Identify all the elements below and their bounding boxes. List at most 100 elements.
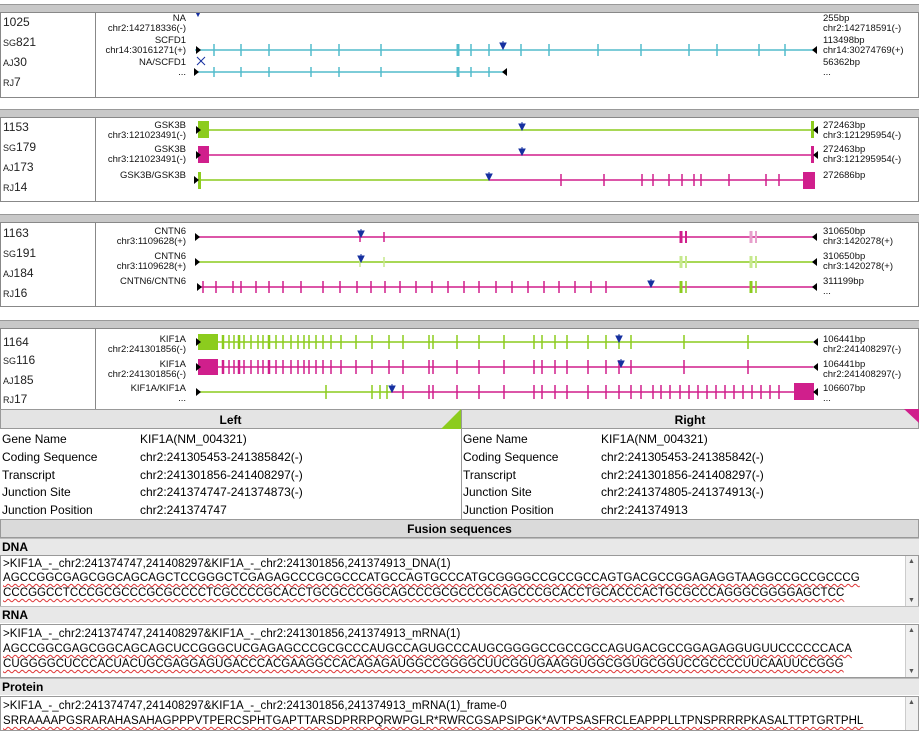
track-end-label: chr2:241408297(-) <box>823 369 902 380</box>
track-end-label: chr14:30274769(+) <box>823 45 904 56</box>
track-length-label: 106441bp <box>823 359 866 370</box>
panel-id-column: 1163 SG191 AJ184 RJ16 <box>1 223 96 306</box>
junction-arrow-icon <box>357 229 365 239</box>
sg-count: SG821 <box>3 35 37 49</box>
junction-arrow-icon <box>518 147 526 157</box>
right-column-header: Right <box>461 409 919 429</box>
track-gene-label: KIF1A <box>159 359 186 370</box>
rna-section-label: RNA <box>0 606 919 623</box>
protein-scrollbar[interactable]: ▲ <box>905 697 918 730</box>
dna-fasta-header: >KIF1A_-_chr2:241374747,241408297&KIF1A_… <box>3 558 451 570</box>
dna-sequence-line: CCCGGCCTCCCGCGCCCGCGCCCCTCGCCCCGCACCTGCG… <box>3 587 845 599</box>
panel-id-column: 1153 SG179 AJ173 RJ14 <box>1 118 96 201</box>
right-label-coding-sequence: Coding Sequence <box>463 450 559 464</box>
right-label-junction-position: Junction Position <box>463 503 554 517</box>
track-length-label: 272463bp <box>823 144 866 155</box>
panel-body: 1153 SG179 AJ173 RJ14 GSK3B chr3:1210234… <box>0 117 919 202</box>
left-junction-position: chr2:241374747 <box>140 503 227 517</box>
junction-arrow-icon <box>647 279 655 289</box>
track-coord-label: chr3:1109628(+) <box>116 236 186 247</box>
track-coord-label: chr14:30161271(+) <box>105 45 186 56</box>
panel-id: 1164 <box>3 335 29 349</box>
panel-id: 1153 <box>3 120 29 134</box>
rj-count: RJ17 <box>3 392 28 406</box>
fusion-panel-2: 1153 SG179 AJ173 RJ14 GSK3B chr3:1210234… <box>0 109 919 213</box>
track-gene-label: KIF1A <box>159 334 186 345</box>
track-length-label: 310650bp <box>823 226 866 237</box>
track-gene-label: GSK3B/GSK3B <box>119 170 186 181</box>
left-junction-site: chr2:241374747-241374873(-) <box>140 485 303 499</box>
track-end-label: ... <box>823 286 831 297</box>
gene-track-diagram <box>194 121 818 189</box>
rna-sequence-textarea[interactable]: >KIF1A_-_chr2:241374747,241408297&KIF1A_… <box>0 624 919 678</box>
track-length-label: 113498bp <box>823 35 865 46</box>
junction-arrow-icon <box>499 41 507 51</box>
gene-track-diagram <box>195 229 817 293</box>
track-coord-label: chr2:142718336(-) <box>107 23 186 34</box>
track-gene-label: GSK3B <box>154 120 186 131</box>
dna-sequence-textarea[interactable]: >KIF1A_-_chr2:241374747,241408297&KIF1A_… <box>0 555 919 607</box>
right-label-junction-site: Junction Site <box>463 485 532 499</box>
track-end-label: chr2:241408297(-) <box>823 344 902 355</box>
rna-fasta-header: >KIF1A_-_chr2:241374747,241408297&KIF1A_… <box>3 628 461 640</box>
track-coord-label: ... <box>178 67 186 78</box>
sg-count: SG191 <box>3 246 37 260</box>
panel-header-bar <box>0 214 919 222</box>
track-length-label: 106607bp <box>823 383 866 394</box>
track-gene-label: NA/SCFD1 <box>139 57 186 68</box>
panel-id-column: 1164 SG116 AJ185 RJ17 <box>1 329 96 409</box>
left-coding-sequence: chr2:241305453-241385842(-) <box>140 450 303 464</box>
track-end-label: chr2:142718591(-) <box>823 23 902 34</box>
track-length-label: 255bp <box>823 13 850 24</box>
panel-header-bar <box>0 320 919 328</box>
gene-track-diagram <box>196 334 818 400</box>
rna-section: RNA >KIF1A_-_chr2:241374747,241408297&KI… <box>0 606 919 678</box>
rna-sequence-line: AGCCGGCGAGCGGCAGCAGCUCCGGGCUCGAGAGCCCGCG… <box>3 643 853 655</box>
left-label-gene-name: Gene Name <box>2 432 67 446</box>
track-length-label: 272463bp <box>823 120 866 131</box>
protein-section: Protein >KIF1A_-_chr2:241374747,24140829… <box>0 678 919 731</box>
panel-id: 1163 <box>3 226 29 240</box>
aj-count: AJ173 <box>3 160 34 174</box>
left-label-coding-sequence: Coding Sequence <box>2 450 98 464</box>
track-coord-label: chr3:121023491(-) <box>107 154 186 165</box>
junction-arrow-icon <box>617 359 625 369</box>
left-label-transcript: Transcript <box>2 468 55 482</box>
dna-scrollbar[interactable]: ▲ ▼ <box>905 556 918 606</box>
dna-sequence-line: AGCCGGCGAGCGGCAGCAGCTCCGGGCTCGAGAGCCCGCG… <box>3 572 860 584</box>
track-end-label: ... <box>823 393 831 404</box>
right-junction-site: chr2:241374805-241374913(-) <box>601 485 764 499</box>
panel-header-bar <box>0 4 919 12</box>
track-coord-label: chr3:121023491(-) <box>107 130 186 141</box>
gene-track-diagram <box>194 13 817 77</box>
track-coord-label: chr2:241301856(-) <box>107 369 186 380</box>
fusion-sequences-header: Fusion sequences <box>0 519 919 538</box>
right-label-gene-name: Gene Name <box>463 432 528 446</box>
protein-fasta-header: >KIF1A_-_chr2:241374747,241408297&KIF1A_… <box>3 700 507 712</box>
left-gene-name: KIF1A(NM_004321) <box>140 432 247 446</box>
track-coord-label: ... <box>178 393 186 404</box>
rna-sequence-line: CUGGGGCUCCCACUACUGCGAGGAGUGACCCACGAAGGCC… <box>3 658 844 670</box>
track-length-label: 311199bp <box>823 276 864 287</box>
protein-sequence-line: SRRAAAAPGSRARAHASAHAGPPPVTPERCSPHTGAPTTA… <box>3 715 864 727</box>
protein-sequence-textarea[interactable]: >KIF1A_-_chr2:241374747,241408297&KIF1A_… <box>0 696 919 731</box>
junction-arrow-icon <box>195 13 201 18</box>
track-length-label: 106441bp <box>823 334 866 345</box>
sg-count: SG179 <box>3 140 37 154</box>
green-corner-marker <box>441 409 461 429</box>
right-junction-position: chr2:241374913 <box>601 503 688 517</box>
track-gene-label: KIF1A/KIF1A <box>130 383 186 394</box>
rna-scrollbar[interactable]: ▲ ▼ <box>905 625 918 677</box>
left-label-junction-site: Junction Site <box>2 485 71 499</box>
fusion-panel-3: 1163 SG191 AJ184 RJ16 CNTN6 chr3:1109628… <box>0 214 919 319</box>
track-end-label: chr3:121295954(-) <box>823 130 902 141</box>
left-transcript: chr2:241301856-241408297(-) <box>140 468 303 482</box>
panel-id-column: 1025 SG821 AJ30 RJ7 <box>1 13 96 97</box>
left-column-header: Left <box>0 409 461 429</box>
right-coding-sequence: chr2:241305453-241385842(-) <box>601 450 764 464</box>
aj-count: AJ184 <box>3 266 34 280</box>
track-end-label: chr3:1420278(+) <box>823 236 893 247</box>
dna-section: DNA >KIF1A_-_chr2:241374747,241408297&KI… <box>0 538 919 607</box>
aj-count: AJ185 <box>3 373 34 387</box>
panel-body: 1025 SG821 AJ30 RJ7 NA chr2:142718336(-)… <box>0 12 919 98</box>
